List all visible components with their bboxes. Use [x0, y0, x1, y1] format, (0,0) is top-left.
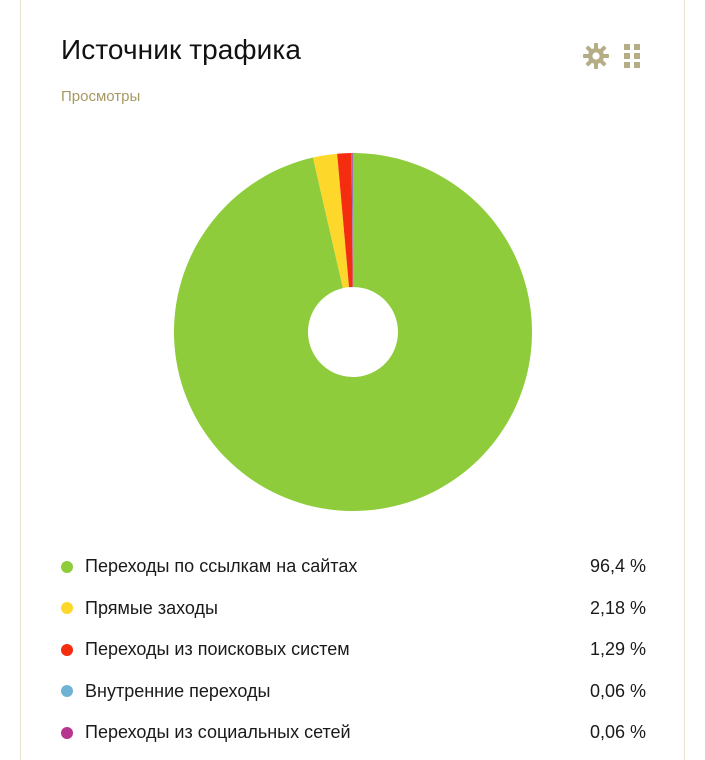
- pie-slice[interactable]: [352, 153, 353, 288]
- legend-label: Прямые заходы: [85, 597, 218, 618]
- legend-value: 2,18 %: [589, 597, 646, 618]
- pie-slice[interactable]: [174, 153, 532, 511]
- pie-slice[interactable]: [312, 153, 350, 289]
- drag-grip-icon[interactable]: [624, 44, 640, 68]
- legend-item[interactable]: Переходы по ссылкам на сайтах 96,4 %: [61, 546, 646, 588]
- legend-color-dot: [61, 643, 73, 656]
- legend-item[interactable]: Переходы из поисковых систем 1,29 %: [61, 629, 646, 671]
- legend-label: Переходы из социальных сетей: [85, 722, 351, 743]
- chart-legend: Переходы по ссылкам на сайтах 96,4 % Прямы…: [61, 546, 646, 754]
- legend-value: 0,06 %: [589, 680, 646, 701]
- pie-slice[interactable]: [337, 153, 353, 288]
- traffic-source-widget: Источник трафика Просмотры: [20, 0, 685, 760]
- legend-value: 0,06 %: [589, 722, 646, 743]
- widget-subtitle: Просмотры: [61, 88, 141, 105]
- legend-label: Внутренние переходы: [85, 680, 271, 701]
- legend-color-dot: [61, 560, 73, 573]
- legend-color-dot: [61, 726, 73, 739]
- legend-item[interactable]: Переходы из социальных сетей 0,06 %: [61, 712, 646, 754]
- widget-title: Источник трафика: [61, 34, 301, 65]
- donut-chart: [174, 153, 532, 511]
- pie-slice[interactable]: [351, 153, 353, 288]
- legend-color-dot: [61, 685, 73, 698]
- legend-label: Переходы по ссылкам на сайтах: [85, 556, 358, 577]
- legend-value: 1,29 %: [589, 639, 646, 660]
- widget-controls: [582, 42, 640, 70]
- legend-value: 96,4 %: [589, 556, 646, 577]
- legend-label: Переходы из поисковых систем: [85, 639, 350, 660]
- legend-item[interactable]: Внутренние переходы 0,06 %: [61, 671, 646, 713]
- legend-item[interactable]: Прямые заходы 2,18 %: [61, 588, 646, 630]
- legend-color-dot: [61, 602, 73, 615]
- gear-icon[interactable]: [582, 42, 610, 70]
